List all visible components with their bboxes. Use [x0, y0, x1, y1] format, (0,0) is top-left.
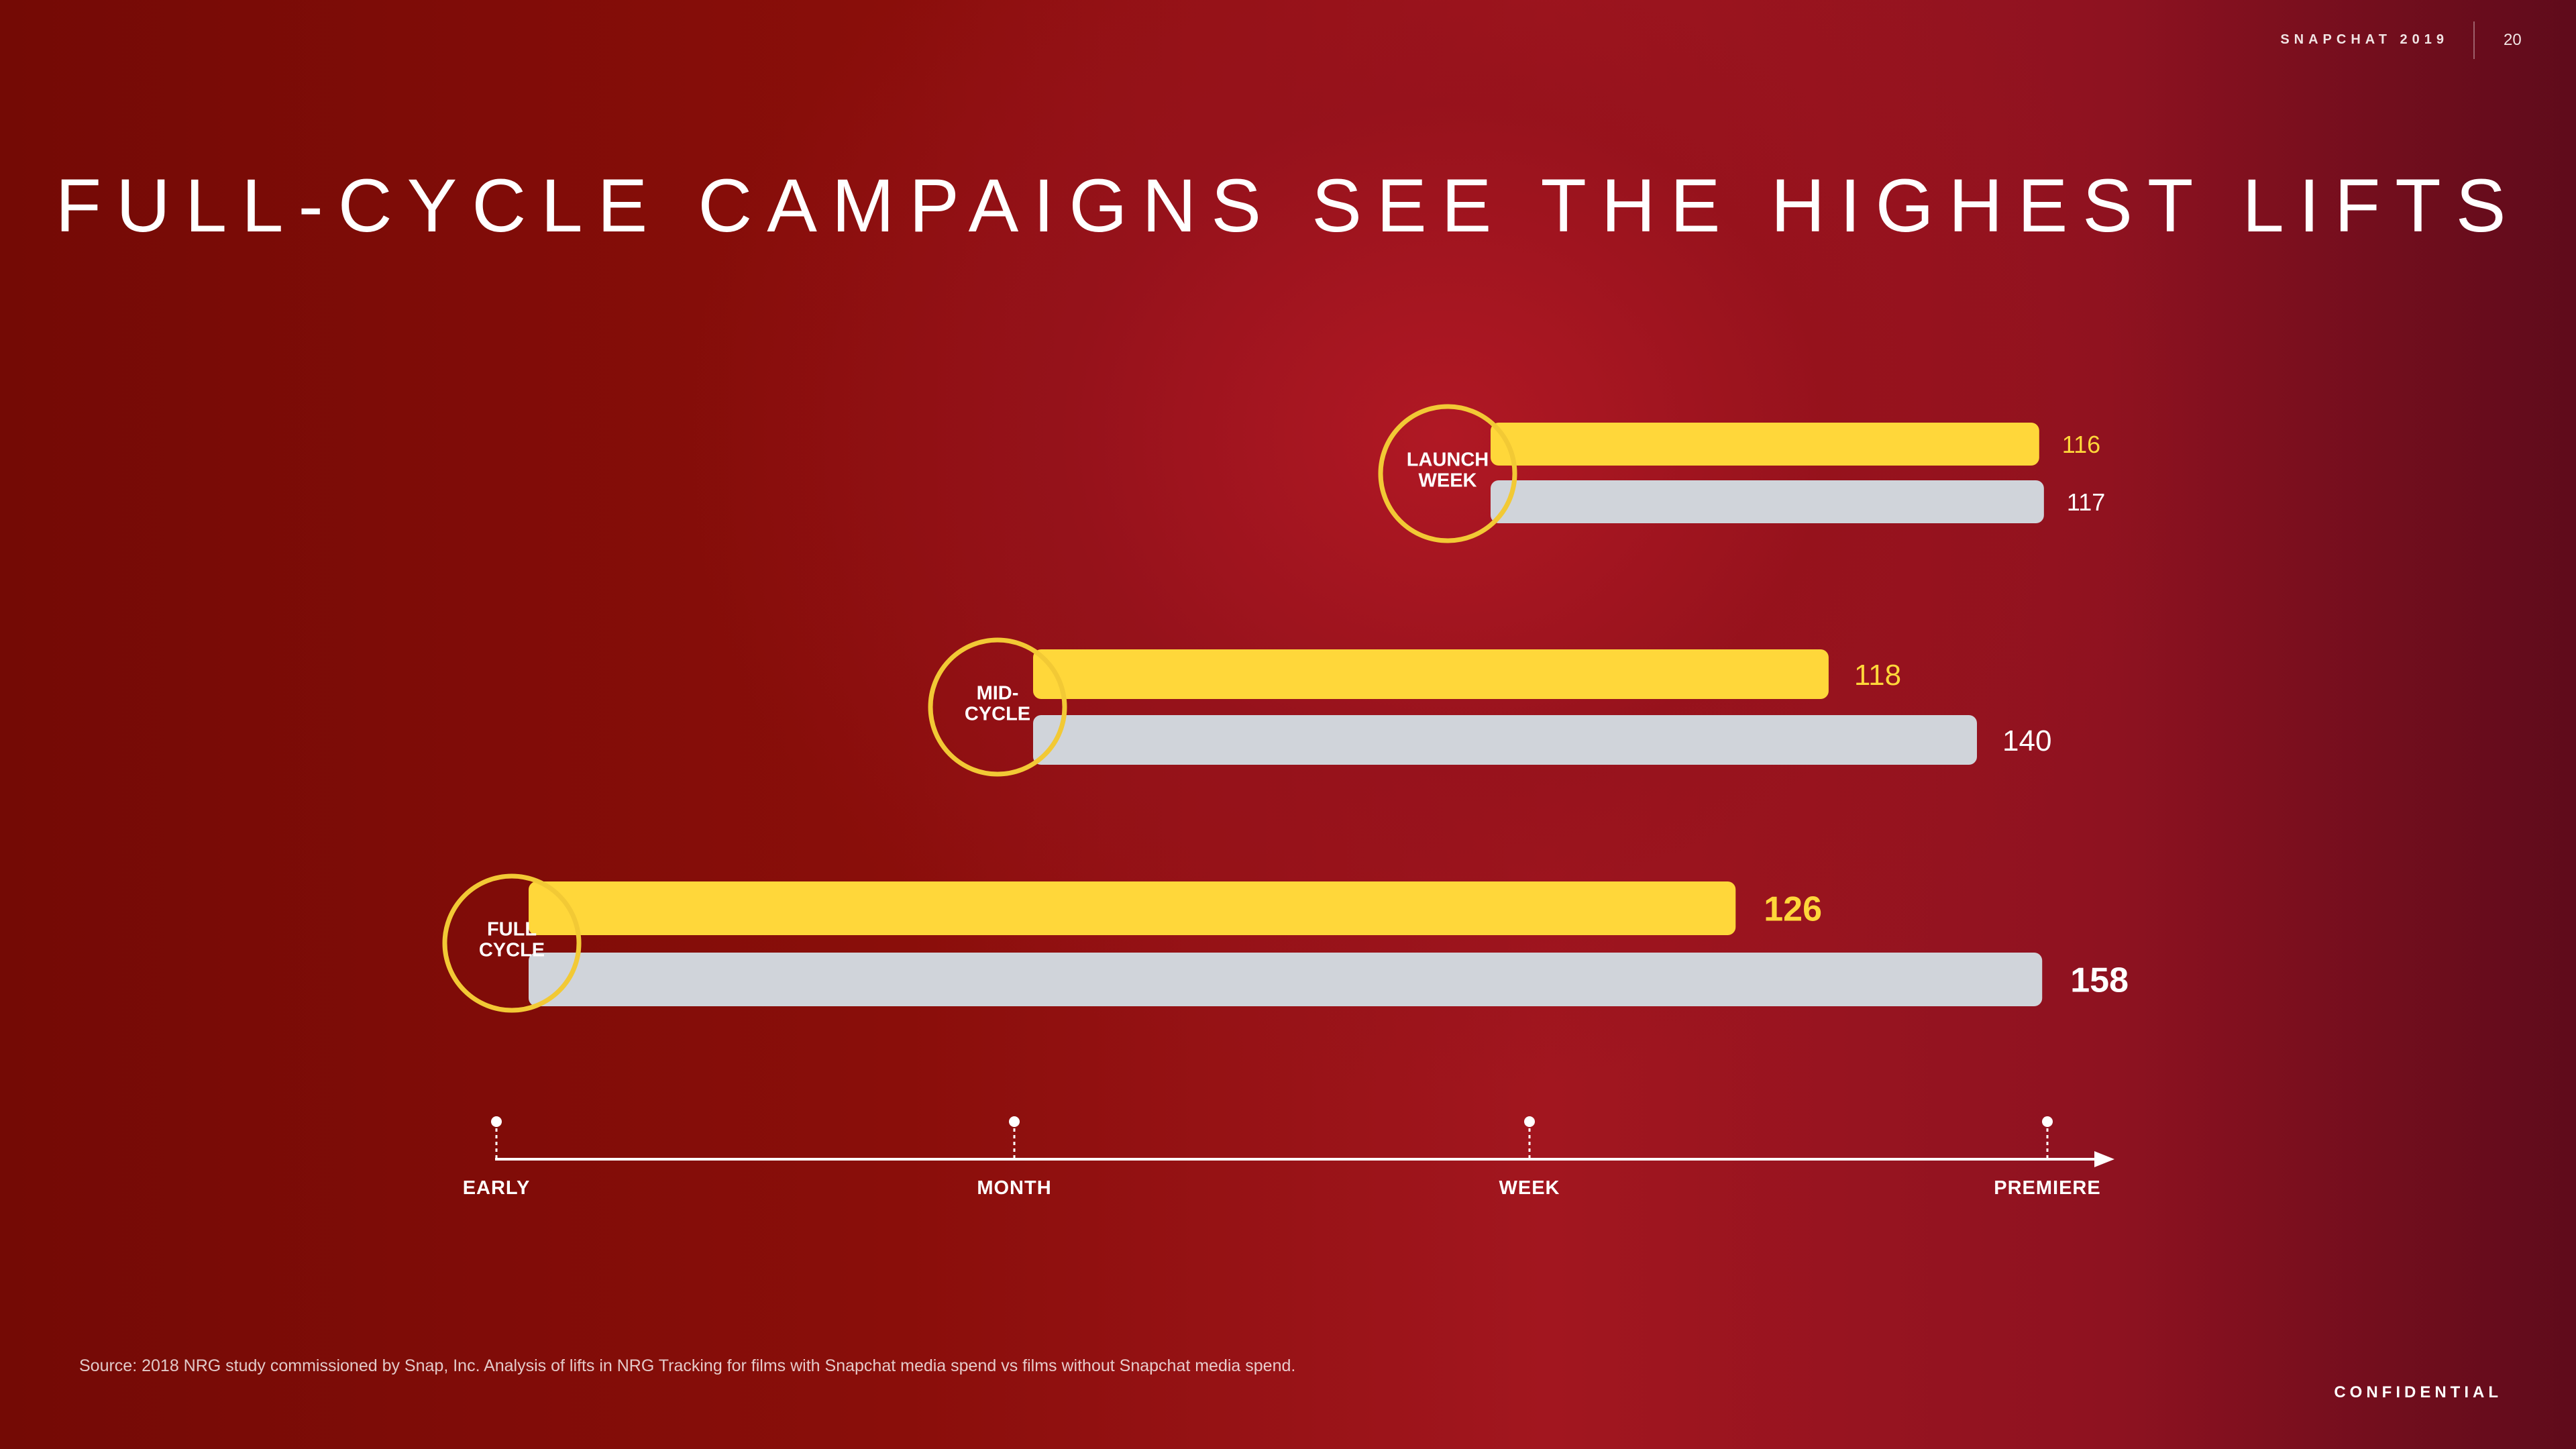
phase-circle-marker — [442, 873, 582, 1013]
source-footnote: Source: 2018 NRG study commissioned by S… — [79, 1356, 1296, 1375]
timeline-label: EARLY — [463, 1177, 531, 1199]
timeline-tick-marker — [1009, 1116, 1020, 1127]
timeline-label: WEEK — [1499, 1177, 1560, 1199]
phase-label: CYCLE — [965, 704, 1030, 725]
phase-circle-marker — [928, 637, 1067, 777]
phase-label: WEEK — [1419, 470, 1477, 492]
value-label-with-snapchat: 118 — [1854, 659, 1901, 692]
timeline-label: PREMIERE — [1994, 1177, 2100, 1199]
slide-title: FULL-CYCLE CAMPAIGNS SEE THE HIGHEST LIF… — [55, 164, 2521, 248]
phase-label: CYCLE — [479, 940, 545, 961]
page-number: 20 — [2504, 31, 2522, 49]
header-brand: SNAPCHAT 2019 — [2280, 32, 2449, 47]
phase-circle-marker — [1378, 404, 1517, 543]
value-label-without-snapchat: 158 — [2070, 961, 2129, 1000]
value-label-without-snapchat: 117 — [2067, 488, 2105, 516]
bar-without-snapchat — [1033, 715, 1977, 765]
bar-without-snapchat — [1491, 480, 2044, 523]
value-label-with-snapchat: 116 — [2062, 431, 2100, 458]
value-label-without-snapchat: 140 — [2002, 724, 2051, 757]
phase-label: FULL — [487, 919, 537, 941]
phase-label: LAUNCH — [1407, 449, 1489, 471]
bar-with-snapchat — [529, 881, 1736, 935]
bar-with-snapchat — [1491, 423, 2039, 466]
timeline-tick-marker — [491, 1116, 502, 1127]
timeline-tick-marker — [2042, 1116, 2053, 1127]
confidential-label: CONFIDENTIAL — [2334, 1383, 2502, 1401]
timeline-arrowhead — [2094, 1151, 2114, 1167]
bar-with-snapchat — [1033, 649, 1829, 699]
value-label-with-snapchat: 126 — [1764, 890, 1822, 929]
header-divider — [2473, 21, 2475, 59]
phase-label: MID- — [977, 683, 1019, 704]
timeline-tick-marker — [1524, 1116, 1535, 1127]
timeline-label: MONTH — [977, 1177, 1051, 1199]
bar-without-snapchat — [529, 953, 2043, 1006]
